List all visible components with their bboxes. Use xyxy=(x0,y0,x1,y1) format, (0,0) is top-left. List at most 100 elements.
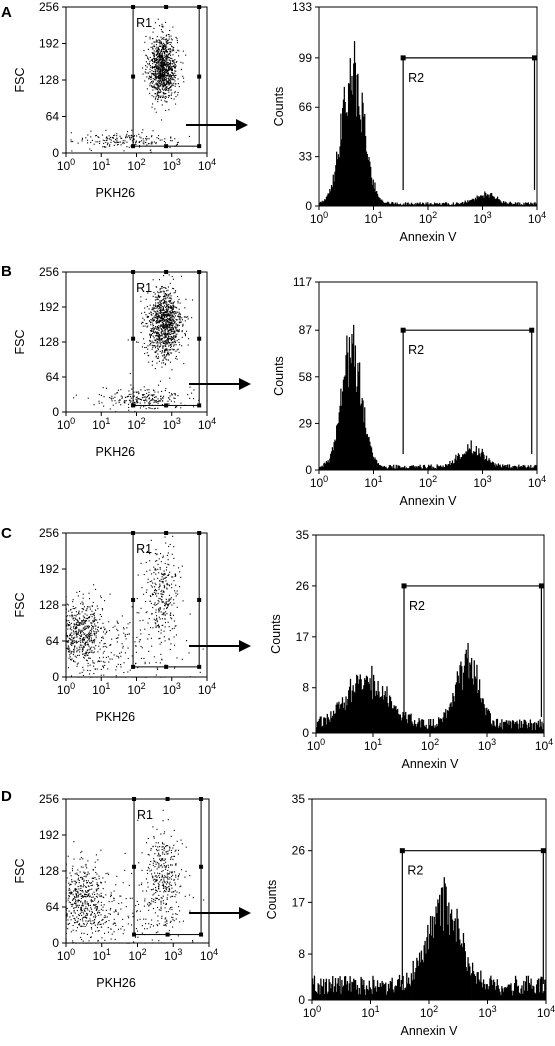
scatter-point xyxy=(83,908,85,910)
scatter-point xyxy=(170,339,172,341)
scatter-point xyxy=(157,577,159,579)
scatter-point xyxy=(76,624,78,626)
scatter-point xyxy=(115,402,117,404)
scatter-point xyxy=(151,408,153,410)
scatter-point xyxy=(161,320,163,322)
histogram-bar xyxy=(516,468,518,470)
scatter-point xyxy=(68,897,70,899)
scatter-point xyxy=(161,25,163,27)
scatter-point xyxy=(68,646,70,648)
scatter-point xyxy=(65,650,67,652)
scatter-point xyxy=(88,920,90,922)
scatter-point xyxy=(157,84,159,86)
scatter-point xyxy=(159,64,161,66)
scatter-point xyxy=(155,321,157,323)
scatter-point xyxy=(128,135,130,137)
histogram-bar xyxy=(483,704,485,733)
histogram-bar xyxy=(349,58,351,206)
scatter-point xyxy=(79,634,81,636)
scatter-point xyxy=(170,89,172,91)
scatter-point xyxy=(80,852,82,854)
scatter-point xyxy=(71,615,73,617)
scatter-point xyxy=(134,641,136,643)
scatter-point xyxy=(72,605,74,607)
scatter-point xyxy=(138,133,140,135)
scatter-point xyxy=(91,629,93,631)
scatter-point xyxy=(159,75,161,77)
scatter-point xyxy=(101,637,103,639)
scatter-point xyxy=(151,314,153,316)
scatter-point xyxy=(158,588,160,590)
scatter-point xyxy=(87,913,89,915)
histogram-bar xyxy=(347,698,349,733)
histogram-bar xyxy=(421,719,424,733)
histogram-bar xyxy=(339,146,341,206)
scatter-point xyxy=(74,608,76,610)
scatter-point xyxy=(175,306,177,308)
scatter-point xyxy=(65,633,67,635)
scatter-point xyxy=(165,50,167,52)
histogram-bar xyxy=(498,725,500,733)
histogram-bar xyxy=(407,468,409,470)
histogram-bar xyxy=(378,691,380,733)
scatter-point xyxy=(161,305,163,307)
scatter-point xyxy=(147,838,149,840)
x-tick-label: 101 xyxy=(93,947,111,963)
scatter-point xyxy=(158,72,160,74)
scatter-point xyxy=(85,620,87,622)
scatter-point xyxy=(155,77,157,79)
scatter-point xyxy=(169,327,171,329)
scatter-point xyxy=(126,136,128,138)
scatter-point xyxy=(150,151,152,153)
scatter-point xyxy=(202,648,204,650)
scatter-point xyxy=(160,78,162,80)
scatter-point xyxy=(118,676,120,678)
scatter-point xyxy=(68,895,70,897)
histogram-bar xyxy=(382,202,385,206)
scatter-point xyxy=(85,651,87,653)
scatter-point xyxy=(139,407,141,409)
scatter-point xyxy=(162,574,164,576)
histogram-bar xyxy=(425,468,427,470)
scatter-point xyxy=(86,637,88,639)
scatter-point xyxy=(168,319,170,321)
scatter-point xyxy=(145,408,147,410)
histogram-bar xyxy=(535,465,537,470)
scatter-point xyxy=(116,620,118,622)
scatter-point xyxy=(171,39,173,41)
scatter-point xyxy=(89,882,91,884)
scatter-point xyxy=(170,319,172,321)
scatter-point xyxy=(159,345,161,347)
scatter-point xyxy=(110,141,112,143)
scatter-point xyxy=(168,82,170,84)
histogram-bar xyxy=(539,719,541,733)
scatter-point xyxy=(157,316,159,318)
scatter-point xyxy=(68,648,70,650)
scatter-point xyxy=(164,68,166,70)
scatter-point xyxy=(155,355,157,357)
histogram-bar xyxy=(472,454,474,470)
histogram-bar xyxy=(327,460,329,470)
scatter-point xyxy=(101,402,103,404)
scatter-point xyxy=(135,142,137,144)
scatter-point xyxy=(159,400,161,402)
histogram-bar xyxy=(355,683,357,733)
scatter-point xyxy=(70,652,72,654)
scatter-point xyxy=(65,910,67,912)
histogram-bar xyxy=(347,352,349,470)
x-axis-label: PKH26 xyxy=(96,445,136,459)
scatter-point xyxy=(172,329,174,331)
scatter-point xyxy=(149,38,151,40)
scatter-point xyxy=(151,52,153,54)
scatter-point xyxy=(84,900,86,902)
histogram-bar xyxy=(356,386,358,470)
histogram-bar xyxy=(429,203,431,206)
gate-handle xyxy=(197,5,202,9)
scatter-point xyxy=(165,46,167,48)
scatter-point xyxy=(160,334,162,336)
scatter-point xyxy=(120,664,122,666)
scatter-point xyxy=(177,853,179,855)
scatter-point xyxy=(170,328,172,330)
histogram-bar xyxy=(481,448,483,470)
scatter-point xyxy=(164,328,166,330)
